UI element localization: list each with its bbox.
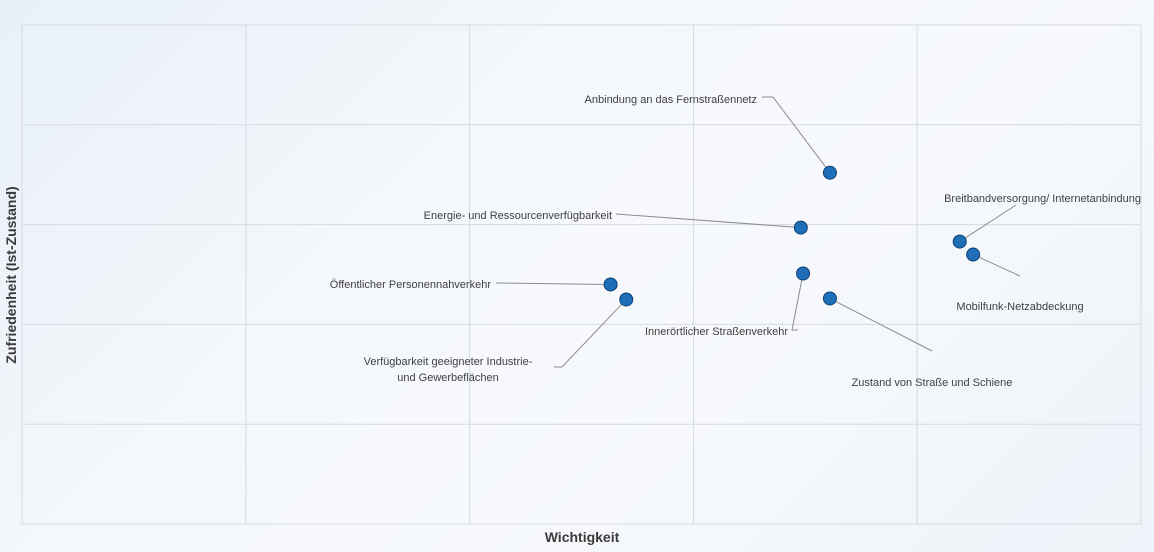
leader-line [791, 273, 804, 331]
point-label: Anbindung an das Fernstraßennetz [585, 94, 757, 106]
point-label: Verfügbarkeit geeigneter Industrie-und G… [364, 356, 533, 384]
point-labels: Anbindung an das Fernstraßennetz Energie-… [330, 94, 1141, 389]
data-point [619, 292, 634, 307]
leader-line [972, 254, 1021, 277]
leader-line [615, 213, 801, 229]
leader-line [495, 282, 611, 285]
data-point [603, 277, 618, 292]
data-point [966, 247, 981, 262]
data-point [796, 266, 811, 281]
leader-line [959, 204, 1017, 242]
leader-line [829, 298, 933, 352]
plot-frame [21, 24, 1142, 525]
data-point [822, 165, 837, 180]
point-label: Zustand von Straße und Schiene [852, 377, 1013, 389]
point-label: Öffentlicher Personennahverkehr [330, 279, 492, 291]
data-points [603, 165, 981, 307]
leader-lines [495, 96, 1021, 368]
data-point [793, 220, 808, 235]
point-label: Innerörtlicher Straßenverkehr [645, 326, 788, 338]
x-axis-title: Wichtigkeit [545, 529, 620, 545]
y-axis-title: Zufriedenheit (Ist-Zustand) [3, 186, 19, 363]
data-point [952, 234, 967, 249]
point-label: Breitbandversorgung/ Internetanbindung [944, 193, 1141, 205]
data-point [822, 291, 837, 306]
point-label: Mobilfunk-Netzabdeckung [956, 301, 1083, 313]
leader-line [762, 96, 831, 174]
leader-line [554, 299, 627, 368]
point-label: Energie- und Ressourcenverfügbarkeit [424, 210, 612, 222]
plot-grid [21, 24, 1142, 525]
